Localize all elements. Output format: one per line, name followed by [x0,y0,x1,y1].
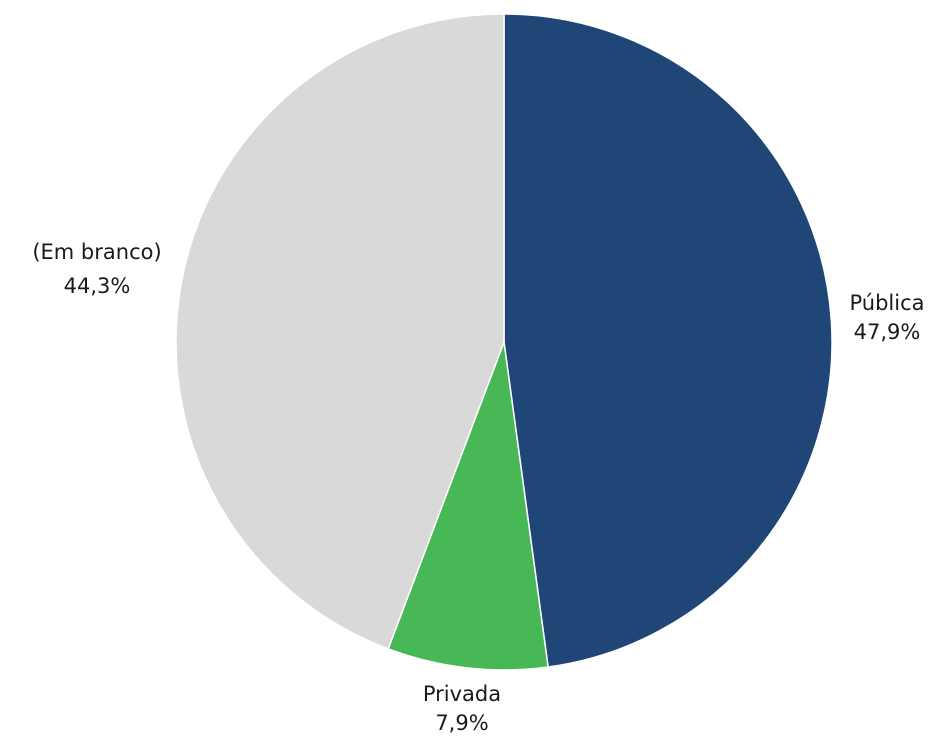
slice-name-privada: Privada [423,682,501,706]
slice-value-privada: 7,9% [435,711,488,735]
pie-labels: Pública 47,9% Privada 7,9% (Em branco) 4… [32,240,924,735]
pie-slices [175,13,833,671]
pie-slice-em-branco [175,13,505,650]
slice-name-publica: Pública [849,291,924,315]
pie-slice-privada [387,341,549,671]
slice-value-publica: 47,9% [854,320,921,344]
pie-slice-publica [503,13,833,668]
slice-name-em-branco: (Em branco) [32,240,161,264]
slice-value-em-branco: 44,3% [64,274,131,298]
